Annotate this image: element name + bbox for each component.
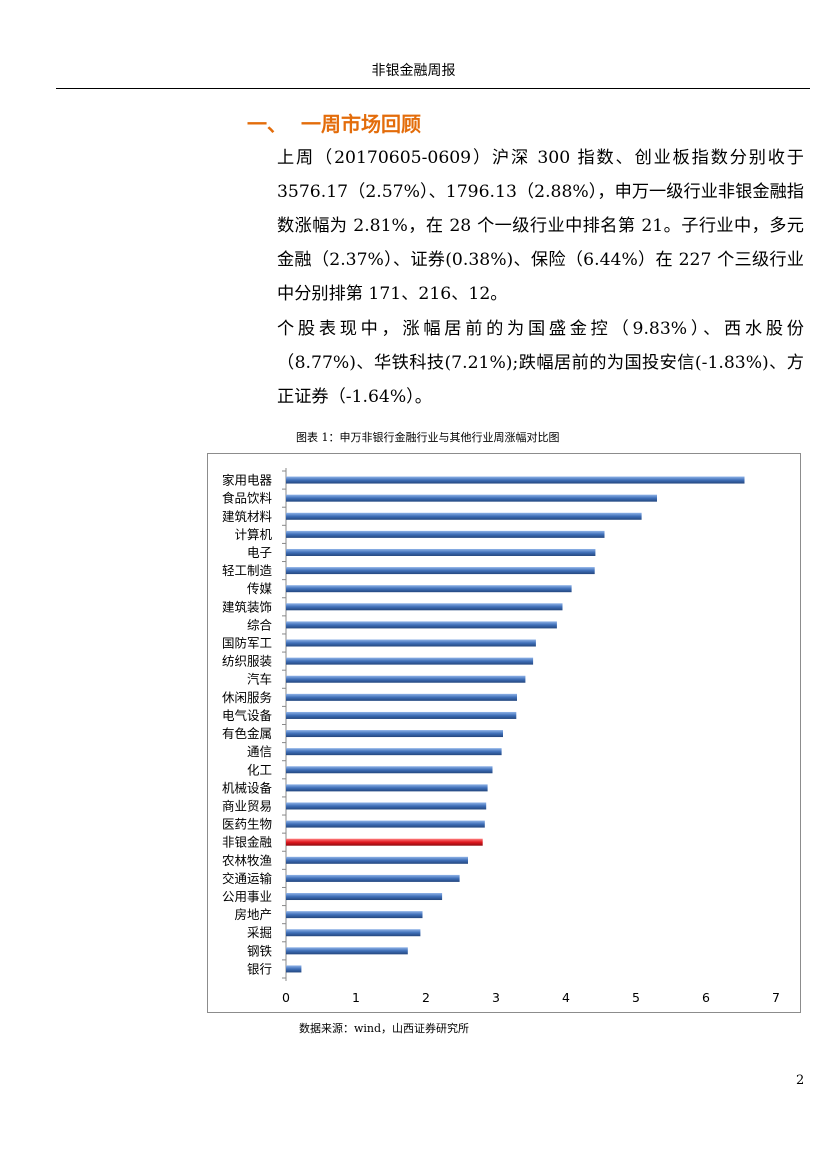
bar	[286, 929, 421, 937]
category-label: 钢铁	[247, 943, 273, 958]
x-tick-label: 0	[282, 990, 290, 1005]
bar	[286, 748, 502, 756]
category-label: 国防军工	[222, 636, 272, 651]
category-label: 通信	[247, 744, 272, 759]
x-tick-label: 3	[492, 990, 500, 1005]
category-label: 轻工制造	[222, 563, 273, 578]
bar	[286, 784, 488, 792]
header-divider	[56, 88, 810, 89]
bar	[286, 911, 423, 919]
report-header-title: 非银金融周报	[371, 63, 456, 79]
category-label: 纺织服装	[222, 654, 272, 669]
bar	[286, 512, 642, 520]
bar	[286, 766, 493, 774]
x-tick-label: 5	[632, 990, 640, 1005]
bar	[286, 639, 536, 647]
bar	[286, 530, 605, 538]
chart-frame: 家用电器食品饮料建筑材料计算机电子轻工制造传媒建筑装饰综合国防军工纺织服装汽车休…	[207, 453, 801, 1013]
bar	[286, 567, 595, 575]
category-label: 非银金融	[222, 835, 273, 850]
bar	[286, 657, 534, 665]
category-label: 公用事业	[222, 889, 272, 904]
category-label: 综合	[247, 617, 273, 632]
category-label: 医药生物	[222, 817, 272, 832]
category-label: 机械设备	[222, 780, 273, 795]
section-number: 一、	[247, 112, 287, 136]
bar	[286, 965, 302, 973]
bar	[286, 874, 460, 882]
category-label: 建筑装饰	[222, 599, 272, 614]
bar	[286, 621, 557, 629]
bar-highlight	[286, 838, 483, 846]
figure-source: 数据来源：wind，山西证券研究所	[299, 1022, 470, 1035]
industry-weekly-change-chart: 家用电器食品饮料建筑材料计算机电子轻工制造传媒建筑装饰综合国防军工纺织服装汽车休…	[222, 468, 780, 1005]
x-tick-label: 4	[562, 990, 570, 1005]
bar	[286, 893, 443, 901]
bar	[286, 548, 596, 556]
category-label: 传媒	[247, 581, 273, 596]
x-tick-label: 6	[702, 990, 710, 1005]
category-label: 休闲服务	[222, 690, 272, 705]
category-label: 汽车	[247, 672, 272, 687]
x-tick-label: 2	[422, 990, 430, 1005]
category-label: 采掘	[247, 925, 272, 940]
bar	[286, 730, 503, 738]
paragraph-market-review: 上周（20170605-0609）沪深 300 指数、创业板指数分别收于 357…	[277, 148, 804, 304]
category-label: 电子	[247, 545, 272, 560]
bar	[286, 711, 517, 719]
category-label: 建筑材料	[222, 509, 273, 524]
category-label: 家用电器	[222, 473, 273, 488]
figure-caption: 图表 1：申万非银行金融行业与其他行业周涨幅对比图	[296, 431, 560, 444]
bar	[286, 856, 468, 864]
category-label: 有色金属	[222, 726, 272, 741]
category-label: 计算机	[234, 527, 272, 542]
category-label: 食品饮料	[222, 491, 273, 506]
category-label: 商业贸易	[222, 798, 272, 813]
bar	[286, 693, 517, 701]
section-heading: 一、 一周市场回顾	[247, 108, 421, 137]
category-label: 化工	[247, 762, 272, 777]
bar	[286, 476, 745, 484]
category-label: 农林牧渔	[222, 853, 272, 868]
category-label: 房地产	[234, 907, 272, 922]
x-tick-label: 7	[772, 990, 780, 1005]
bar	[286, 494, 657, 502]
bar	[286, 603, 563, 611]
bar	[286, 675, 526, 683]
page-number: 2	[796, 1073, 805, 1088]
paragraph-stock-performance: 个股表现中，涨幅居前的为国盛金控（9.83%）、西水股份（8.77%)、华铁科技…	[277, 319, 804, 407]
bar	[286, 585, 572, 593]
section-title-text: 一周市场回顾	[301, 112, 421, 136]
category-label: 电气设备	[222, 708, 273, 723]
bar	[286, 802, 487, 810]
bar	[286, 947, 408, 955]
bar	[286, 820, 485, 828]
category-label: 交通运输	[222, 871, 273, 886]
category-label: 银行	[247, 961, 272, 976]
x-tick-label: 1	[352, 990, 360, 1005]
